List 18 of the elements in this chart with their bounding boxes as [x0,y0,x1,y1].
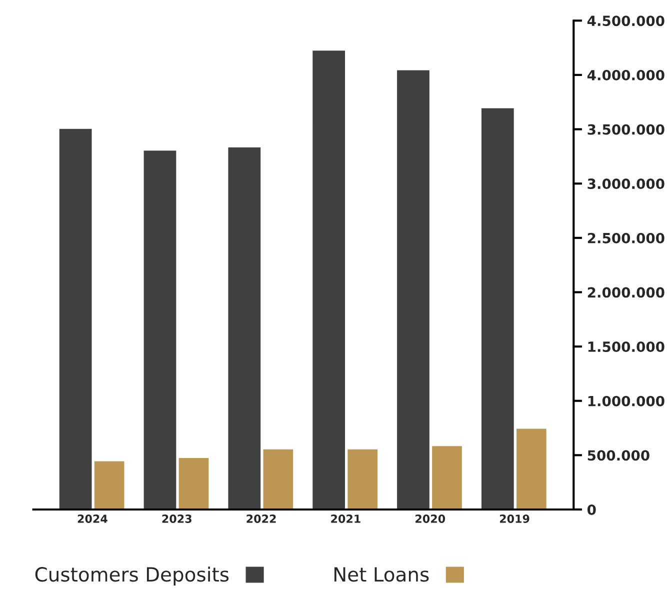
x-tick-label: 2022 [246,514,276,523]
y-tick-label: 4.500.000 [587,16,664,26]
y-tick-label: 0 [587,504,596,515]
y-tick-label: 2.500.000 [588,232,664,244]
y-tick-label: 1.000.000 [588,396,664,406]
y-tick-label: 500.000 [588,450,650,461]
y-tick-label: 1.500.000 [588,341,664,352]
x-tick-label: 2021 [331,514,360,523]
legend-label: Customers Deposits [35,566,229,586]
y-tick-label: 3.000.000 [588,178,664,190]
y-tick-label: 4.000.000 [587,70,664,80]
y-tick-label: 3.500.000 [588,124,664,135]
x-tick-label: 2024 [78,514,108,523]
x-tick-label: 2019 [500,514,530,523]
x-tick-label: 2020 [416,514,446,523]
y-tick-label: 2.000.000 [588,287,664,298]
legend-label: Net Loans [334,567,429,582]
x-tick-label: 2023 [162,514,192,523]
